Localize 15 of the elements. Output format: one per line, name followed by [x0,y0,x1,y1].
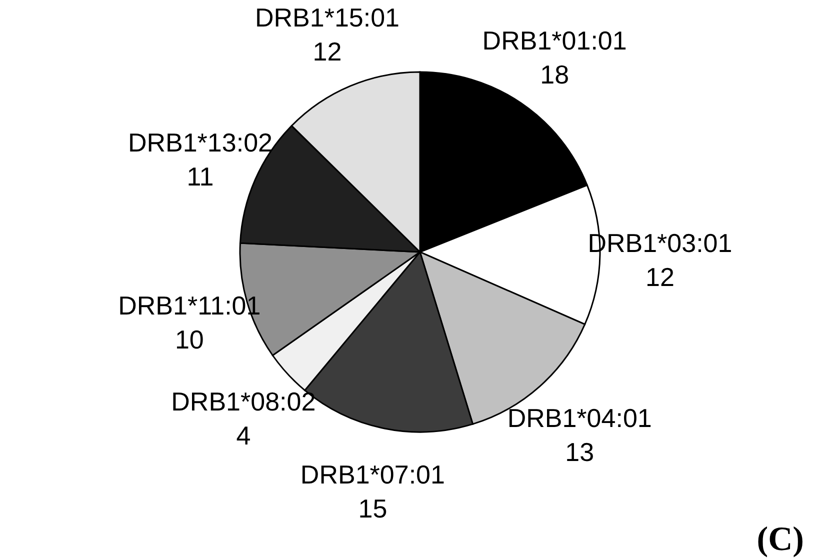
data-label: 12 [312,36,342,67]
data-label: 13 [565,437,594,468]
slice-label: DRB1*01:01 [482,25,627,56]
slice-label: DRB1*07:01 [300,459,445,490]
slice-label: DRB1*13:02 [128,128,272,158]
data-label: 12 [646,262,674,292]
slice-label: DRB1*04:01 [507,403,652,434]
data-label: 4 [236,420,251,451]
slice-label: DRB1*15:01 [254,2,400,33]
slice-label: DRB1*08:02 [171,386,316,417]
text: (C) [756,521,804,558]
data-label: 15 [358,493,388,524]
data-label: 11 [186,162,214,192]
data-label: 10 [174,324,204,355]
data-label: 18 [540,59,570,90]
